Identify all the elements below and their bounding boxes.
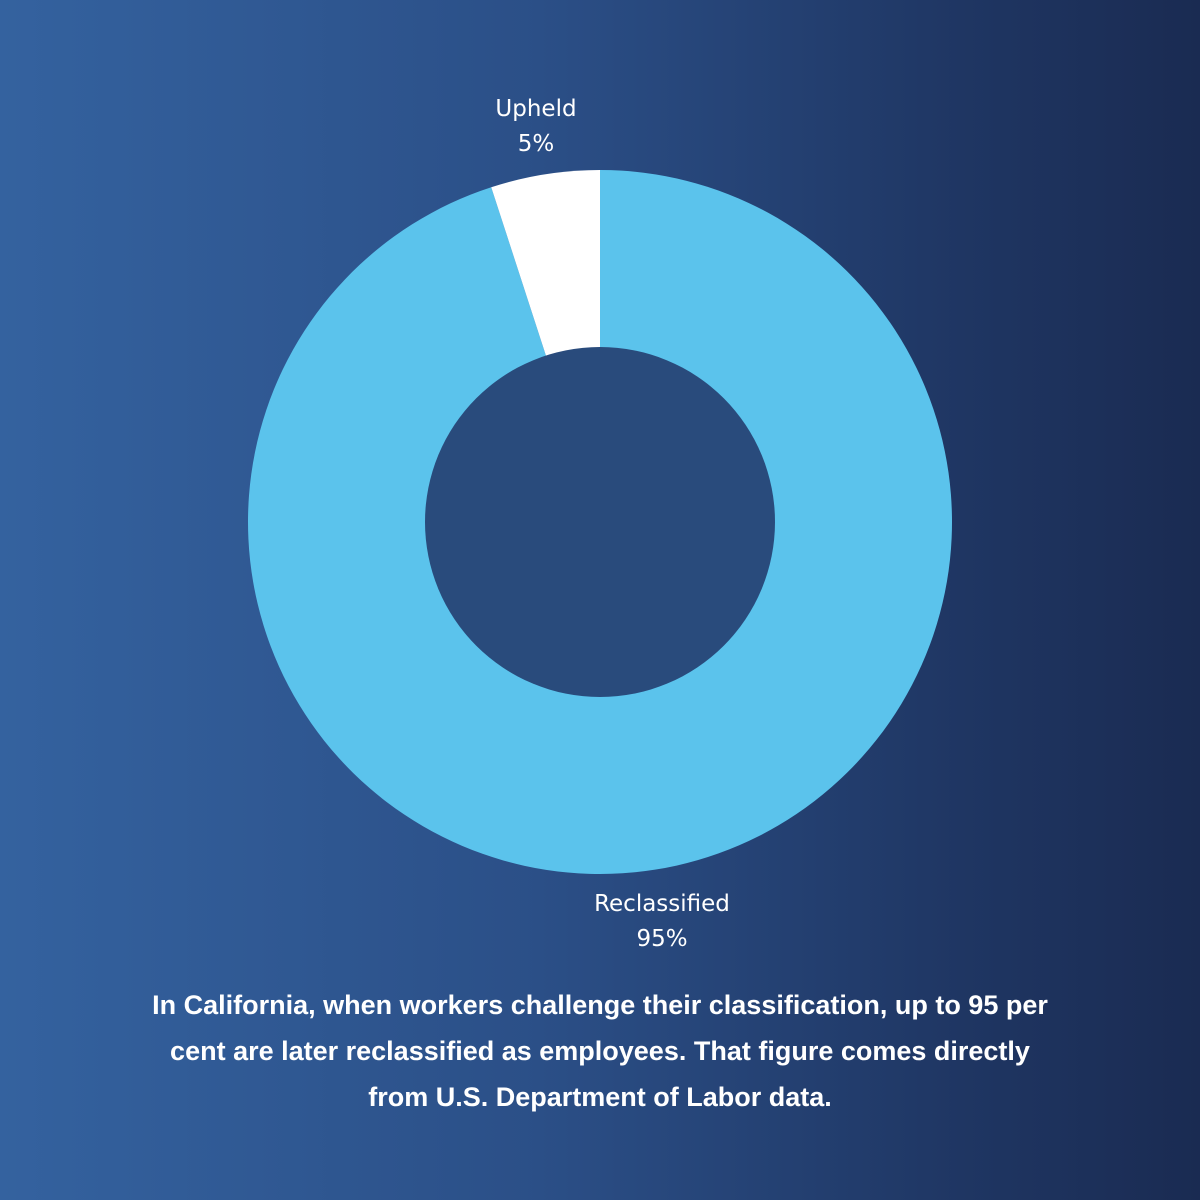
donut-hole	[425, 347, 775, 697]
chart-caption: In California, when workers challenge th…	[152, 990, 1048, 1112]
slice-label-reclassified: Reclassified	[594, 891, 730, 917]
donut-chart: Reclassified 95% Upheld 5%	[247, 96, 952, 952]
slice-value-upheld: 5%	[518, 131, 555, 157]
slice-label-upheld: Upheld	[495, 96, 576, 122]
slice-value-reclassified: 95%	[636, 926, 687, 952]
slice-labels: Reclassified 95% Upheld 5%	[495, 96, 729, 952]
